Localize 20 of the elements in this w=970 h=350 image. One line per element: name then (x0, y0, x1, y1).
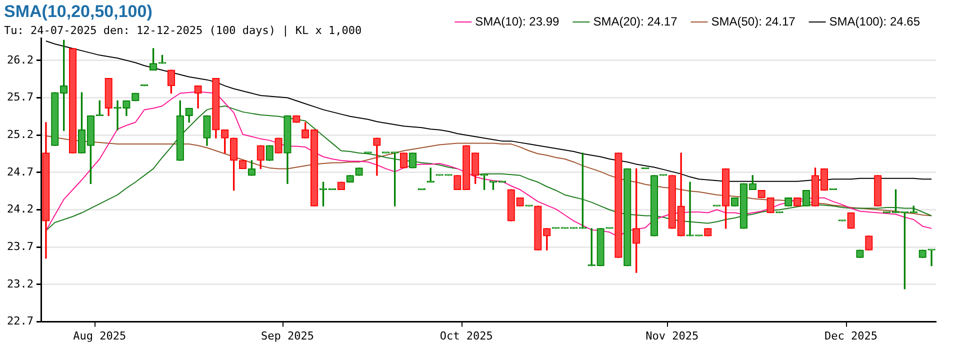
y-tick-label: 24.2 (6, 202, 34, 216)
x-tick-label: Nov 2025 (646, 329, 699, 342)
legend-label: SMA(50): 24.17 (711, 14, 796, 28)
x-tick-label: Dec 2025 (824, 329, 878, 342)
chart-subtitle: Tu: 24-07-2025 den: 12-12-2025 (100 days) | KL x 1,000 (4, 24, 362, 37)
y-tick-label: 25.7 (6, 90, 34, 104)
y-tick-label: 24.7 (6, 165, 34, 178)
y-tick-label: 22.7 (6, 314, 34, 328)
legend-label: SMA(100): 24.65 (829, 14, 920, 28)
y-tick-label: 23.7 (6, 240, 34, 253)
legend-label: SMA(10): 23.99 (475, 14, 560, 28)
x-tick-label: Sep 2025 (260, 329, 314, 342)
x-tick-label: Oct 2025 (440, 329, 493, 342)
y-tick-label: 26.2 (6, 53, 34, 66)
x-tick-label: Aug 2025 (73, 329, 126, 342)
legend-label: SMA(20): 24.17 (593, 14, 678, 28)
y-tick-label: 25.2 (6, 128, 34, 141)
candlestick (373, 138, 381, 176)
y-tick-label: 23.2 (6, 277, 34, 290)
chart-title: SMA(10,20,50,100) (4, 2, 152, 22)
